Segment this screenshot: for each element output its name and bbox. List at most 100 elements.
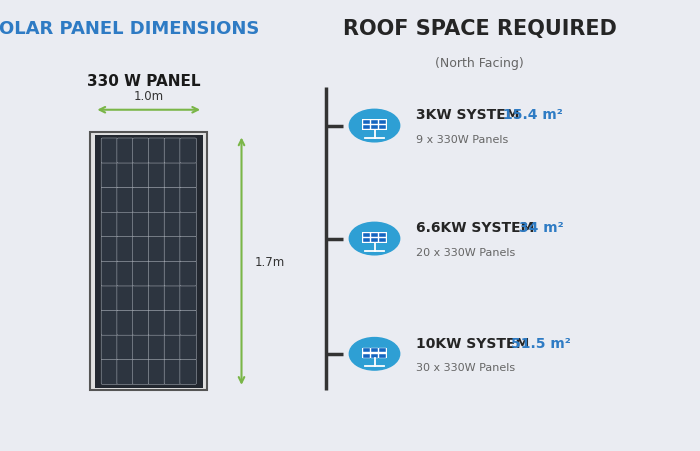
Bar xyxy=(371,126,378,130)
Bar xyxy=(379,234,386,238)
FancyBboxPatch shape xyxy=(117,163,133,188)
Text: 30 x 330W Panels: 30 x 330W Panels xyxy=(416,363,516,373)
Bar xyxy=(371,234,378,238)
Text: 3KW SYSTEM: 3KW SYSTEM xyxy=(416,108,530,122)
Bar xyxy=(379,126,386,130)
Bar xyxy=(363,126,370,130)
FancyBboxPatch shape xyxy=(117,237,133,262)
Bar xyxy=(90,133,207,391)
FancyBboxPatch shape xyxy=(164,188,181,213)
FancyBboxPatch shape xyxy=(148,261,165,286)
FancyBboxPatch shape xyxy=(148,237,165,262)
FancyBboxPatch shape xyxy=(148,335,165,360)
Text: 330 W PANEL: 330 W PANEL xyxy=(87,74,200,89)
FancyBboxPatch shape xyxy=(164,335,181,360)
FancyBboxPatch shape xyxy=(164,310,181,336)
FancyBboxPatch shape xyxy=(148,163,165,188)
Bar xyxy=(379,349,386,353)
FancyBboxPatch shape xyxy=(133,335,149,360)
FancyBboxPatch shape xyxy=(117,359,133,384)
FancyBboxPatch shape xyxy=(180,188,197,213)
Text: 20 x 330W Panels: 20 x 330W Panels xyxy=(416,248,516,258)
FancyBboxPatch shape xyxy=(180,163,197,188)
FancyBboxPatch shape xyxy=(180,138,197,164)
FancyBboxPatch shape xyxy=(164,138,181,164)
Bar xyxy=(363,121,370,125)
FancyBboxPatch shape xyxy=(148,212,165,237)
FancyBboxPatch shape xyxy=(164,163,181,188)
FancyBboxPatch shape xyxy=(117,138,133,164)
FancyBboxPatch shape xyxy=(102,261,118,286)
FancyBboxPatch shape xyxy=(133,138,149,164)
FancyBboxPatch shape xyxy=(117,261,133,286)
Bar xyxy=(362,348,387,359)
Circle shape xyxy=(349,338,400,370)
FancyBboxPatch shape xyxy=(133,237,149,262)
FancyBboxPatch shape xyxy=(164,212,181,237)
FancyBboxPatch shape xyxy=(148,138,165,164)
FancyBboxPatch shape xyxy=(133,212,149,237)
FancyBboxPatch shape xyxy=(117,212,133,237)
FancyBboxPatch shape xyxy=(180,286,197,311)
Bar xyxy=(379,121,386,125)
Text: 15.4 m²: 15.4 m² xyxy=(503,108,562,122)
Text: 9 x 330W Panels: 9 x 330W Panels xyxy=(416,135,509,145)
FancyBboxPatch shape xyxy=(117,335,133,360)
Text: 51.5 m²: 51.5 m² xyxy=(511,336,570,350)
FancyBboxPatch shape xyxy=(164,237,181,262)
FancyBboxPatch shape xyxy=(133,310,149,336)
FancyBboxPatch shape xyxy=(180,212,197,237)
FancyBboxPatch shape xyxy=(180,335,197,360)
Text: 1.0m: 1.0m xyxy=(134,90,164,102)
FancyBboxPatch shape xyxy=(102,188,118,213)
Bar xyxy=(371,354,378,358)
Bar xyxy=(371,239,378,243)
Text: 6.6KW SYSTEM: 6.6KW SYSTEM xyxy=(416,221,545,235)
Bar xyxy=(371,349,378,353)
FancyBboxPatch shape xyxy=(148,286,165,311)
Bar xyxy=(379,354,386,358)
Circle shape xyxy=(349,223,400,255)
Bar xyxy=(363,354,370,358)
Bar xyxy=(362,233,387,244)
FancyBboxPatch shape xyxy=(133,163,149,188)
FancyBboxPatch shape xyxy=(102,237,118,262)
FancyBboxPatch shape xyxy=(102,138,118,164)
FancyBboxPatch shape xyxy=(133,261,149,286)
FancyBboxPatch shape xyxy=(180,237,197,262)
Bar xyxy=(371,121,378,125)
Bar xyxy=(363,234,370,238)
FancyBboxPatch shape xyxy=(102,310,118,336)
FancyBboxPatch shape xyxy=(133,359,149,384)
Bar xyxy=(362,120,387,131)
FancyBboxPatch shape xyxy=(180,310,197,336)
Bar xyxy=(363,349,370,353)
FancyBboxPatch shape xyxy=(117,310,133,336)
Bar xyxy=(363,239,370,243)
FancyBboxPatch shape xyxy=(148,188,165,213)
FancyBboxPatch shape xyxy=(164,286,181,311)
FancyBboxPatch shape xyxy=(164,261,181,286)
Text: 10KW SYSTEM: 10KW SYSTEM xyxy=(416,336,540,350)
FancyBboxPatch shape xyxy=(148,359,165,384)
Text: 34 m²: 34 m² xyxy=(519,221,564,235)
FancyBboxPatch shape xyxy=(102,212,118,237)
Text: ROOF SPACE REQUIRED: ROOF SPACE REQUIRED xyxy=(342,19,617,39)
Text: SOLAR PANEL DIMENSIONS: SOLAR PANEL DIMENSIONS xyxy=(0,20,259,38)
Text: 1.7m: 1.7m xyxy=(254,255,285,268)
FancyBboxPatch shape xyxy=(102,359,118,384)
FancyBboxPatch shape xyxy=(148,310,165,336)
FancyBboxPatch shape xyxy=(102,163,118,188)
FancyBboxPatch shape xyxy=(133,188,149,213)
Bar xyxy=(379,239,386,243)
FancyBboxPatch shape xyxy=(180,261,197,286)
Bar xyxy=(94,135,203,388)
Text: (North Facing): (North Facing) xyxy=(435,57,524,69)
FancyBboxPatch shape xyxy=(102,286,118,311)
FancyBboxPatch shape xyxy=(117,286,133,311)
FancyBboxPatch shape xyxy=(133,286,149,311)
FancyBboxPatch shape xyxy=(117,188,133,213)
FancyBboxPatch shape xyxy=(102,335,118,360)
FancyBboxPatch shape xyxy=(180,359,197,384)
FancyBboxPatch shape xyxy=(164,359,181,384)
